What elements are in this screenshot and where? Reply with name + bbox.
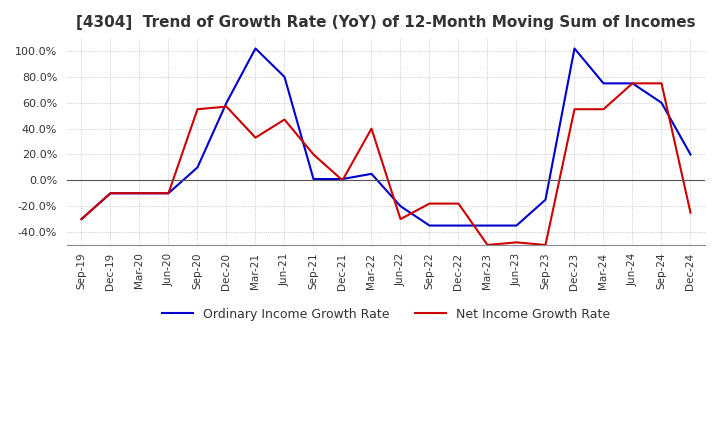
Ordinary Income Growth Rate	[77, 216, 86, 222]
Ordinary Income Growth Rate	[454, 223, 463, 228]
Net Income Growth Rate	[338, 178, 347, 183]
Net Income Growth Rate	[193, 106, 202, 112]
Ordinary Income Growth Rate	[628, 81, 636, 86]
Net Income Growth Rate	[222, 104, 231, 109]
Net Income Growth Rate	[686, 210, 695, 215]
Ordinary Income Growth Rate	[426, 223, 434, 228]
Legend: Ordinary Income Growth Rate, Net Income Growth Rate: Ordinary Income Growth Rate, Net Income …	[157, 303, 615, 326]
Ordinary Income Growth Rate	[512, 223, 521, 228]
Ordinary Income Growth Rate	[541, 197, 550, 202]
Net Income Growth Rate	[599, 106, 608, 112]
Net Income Growth Rate	[135, 191, 144, 196]
Ordinary Income Growth Rate	[396, 204, 405, 209]
Line: Net Income Growth Rate: Net Income Growth Rate	[81, 83, 690, 245]
Ordinary Income Growth Rate	[106, 191, 114, 196]
Net Income Growth Rate	[280, 117, 289, 122]
Net Income Growth Rate	[570, 106, 579, 112]
Line: Ordinary Income Growth Rate: Ordinary Income Growth Rate	[81, 48, 690, 226]
Ordinary Income Growth Rate	[193, 165, 202, 170]
Ordinary Income Growth Rate	[280, 74, 289, 80]
Net Income Growth Rate	[106, 191, 114, 196]
Net Income Growth Rate	[454, 201, 463, 206]
Ordinary Income Growth Rate	[483, 223, 492, 228]
Ordinary Income Growth Rate	[135, 191, 144, 196]
Ordinary Income Growth Rate	[367, 171, 376, 176]
Title: [4304]  Trend of Growth Rate (YoY) of 12-Month Moving Sum of Incomes: [4304] Trend of Growth Rate (YoY) of 12-…	[76, 15, 696, 30]
Net Income Growth Rate	[309, 152, 318, 157]
Net Income Growth Rate	[164, 191, 173, 196]
Ordinary Income Growth Rate	[657, 100, 666, 106]
Net Income Growth Rate	[426, 201, 434, 206]
Ordinary Income Growth Rate	[570, 46, 579, 51]
Net Income Growth Rate	[512, 240, 521, 245]
Ordinary Income Growth Rate	[164, 191, 173, 196]
Ordinary Income Growth Rate	[222, 100, 231, 106]
Net Income Growth Rate	[367, 126, 376, 131]
Ordinary Income Growth Rate	[686, 152, 695, 157]
Ordinary Income Growth Rate	[599, 81, 608, 86]
Net Income Growth Rate	[628, 81, 636, 86]
Net Income Growth Rate	[541, 242, 550, 248]
Ordinary Income Growth Rate	[309, 176, 318, 182]
Ordinary Income Growth Rate	[338, 176, 347, 182]
Net Income Growth Rate	[396, 216, 405, 222]
Net Income Growth Rate	[657, 81, 666, 86]
Net Income Growth Rate	[251, 135, 260, 140]
Ordinary Income Growth Rate	[251, 46, 260, 51]
Net Income Growth Rate	[483, 242, 492, 248]
Net Income Growth Rate	[77, 216, 86, 222]
